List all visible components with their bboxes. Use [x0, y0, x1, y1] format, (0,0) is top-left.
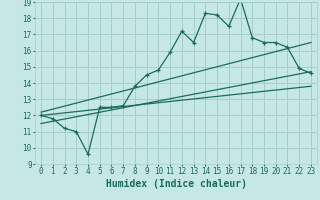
X-axis label: Humidex (Indice chaleur): Humidex (Indice chaleur)	[106, 179, 246, 189]
